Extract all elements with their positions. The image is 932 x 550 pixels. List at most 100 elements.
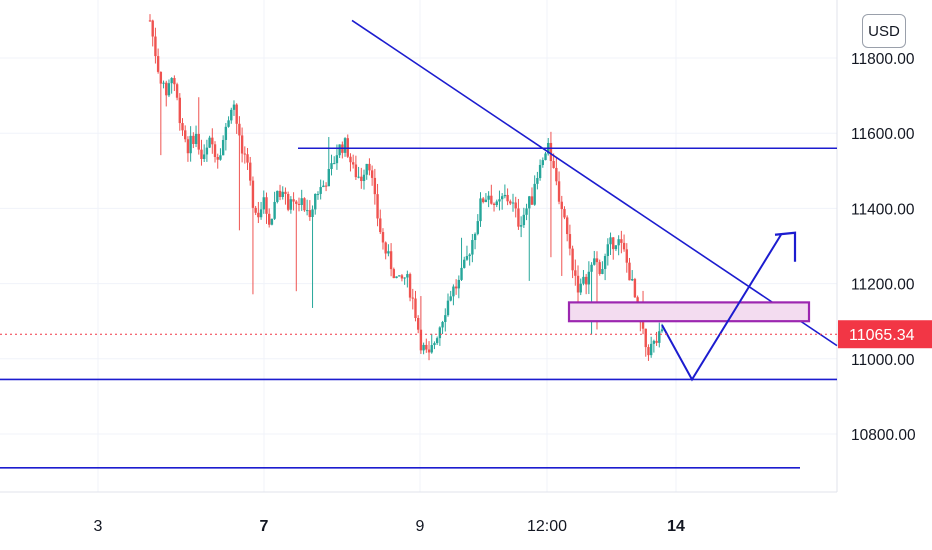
candle [598, 259, 601, 276]
candle [658, 322, 661, 348]
candle [514, 196, 517, 218]
candle [519, 216, 523, 238]
candle [557, 171, 561, 205]
candle [525, 203, 528, 221]
candle [549, 131, 553, 258]
candle [330, 154, 333, 176]
currency-button[interactable]: USD [862, 14, 906, 48]
candle [319, 179, 322, 200]
candle [444, 308, 447, 332]
candle [240, 127, 244, 163]
projected-path[interactable] [661, 234, 782, 382]
candle [452, 284, 455, 306]
candle [590, 262, 593, 335]
arrow-head-icon [774, 231, 797, 262]
candle [267, 208, 271, 228]
supply-zone-rect[interactable] [567, 301, 811, 323]
candle [154, 27, 157, 64]
candle [435, 336, 439, 345]
candle [560, 195, 563, 276]
candle [360, 167, 363, 189]
candle [425, 338, 428, 353]
candle [647, 344, 650, 361]
current-price-badge: 11065.34 [838, 320, 932, 349]
candle [156, 48, 160, 74]
candle [341, 141, 344, 159]
candle [251, 176, 255, 295]
candle [262, 190, 265, 214]
candle [365, 163, 368, 180]
candle [311, 205, 314, 308]
candle [538, 159, 542, 181]
candle [579, 278, 582, 296]
candle [449, 290, 452, 302]
candle [465, 245, 469, 261]
candle [173, 75, 176, 92]
candle [159, 71, 163, 156]
candle [536, 171, 539, 190]
candle [471, 233, 474, 263]
candle [376, 183, 379, 227]
candle [235, 103, 238, 134]
candle [202, 144, 206, 162]
candle [408, 272, 412, 302]
candle [612, 237, 615, 260]
candle [349, 153, 352, 172]
candle [533, 175, 536, 206]
price-tick-label: 11200.00 [851, 277, 915, 294]
candle [498, 190, 501, 211]
candle [427, 341, 431, 361]
drawing-annotations[interactable] [0, 19, 838, 469]
candle [484, 193, 488, 203]
candle [649, 336, 653, 358]
descending-trendline[interactable] [351, 19, 838, 347]
candle [433, 341, 436, 350]
candle [286, 191, 290, 212]
candle [219, 148, 222, 161]
time-tick-label: 7 [260, 518, 269, 535]
candle [530, 187, 534, 205]
candle [620, 230, 623, 254]
candle [265, 192, 268, 224]
candle [633, 277, 637, 298]
candle [468, 253, 471, 266]
candle [370, 165, 374, 186]
candle [617, 235, 620, 256]
candle [151, 19, 154, 47]
candle [333, 156, 336, 165]
candle [343, 137, 347, 157]
candle [178, 93, 181, 131]
candle [473, 232, 477, 250]
time-axis[interactable]: 3 7 9 12:00 14 [94, 518, 685, 535]
candle [492, 202, 496, 212]
candle [563, 206, 566, 220]
candle [354, 155, 358, 181]
candle [273, 191, 276, 221]
candle [167, 79, 171, 98]
candle [197, 97, 200, 155]
candle [479, 192, 482, 227]
candle [289, 196, 293, 214]
candle [544, 151, 547, 161]
price-axis[interactable]: 10800.00 11000.00 11200.00 11400.00 11600.00… [838, 51, 932, 444]
candle [622, 234, 626, 252]
candle [631, 270, 634, 282]
candle [181, 118, 184, 136]
candle [454, 279, 458, 295]
price-tick-label: 11800.00 [851, 51, 915, 68]
candle [574, 259, 577, 286]
candle [555, 157, 558, 186]
candle [495, 199, 498, 208]
candle [165, 80, 168, 107]
candle [175, 82, 179, 101]
time-tick-label: 14 [667, 518, 685, 535]
candle [224, 123, 228, 151]
candle [411, 288, 414, 310]
candle [565, 215, 569, 242]
candle [373, 168, 377, 205]
candle [571, 245, 574, 279]
current-price-label: 11065.34 [849, 327, 915, 344]
candle [211, 128, 214, 154]
